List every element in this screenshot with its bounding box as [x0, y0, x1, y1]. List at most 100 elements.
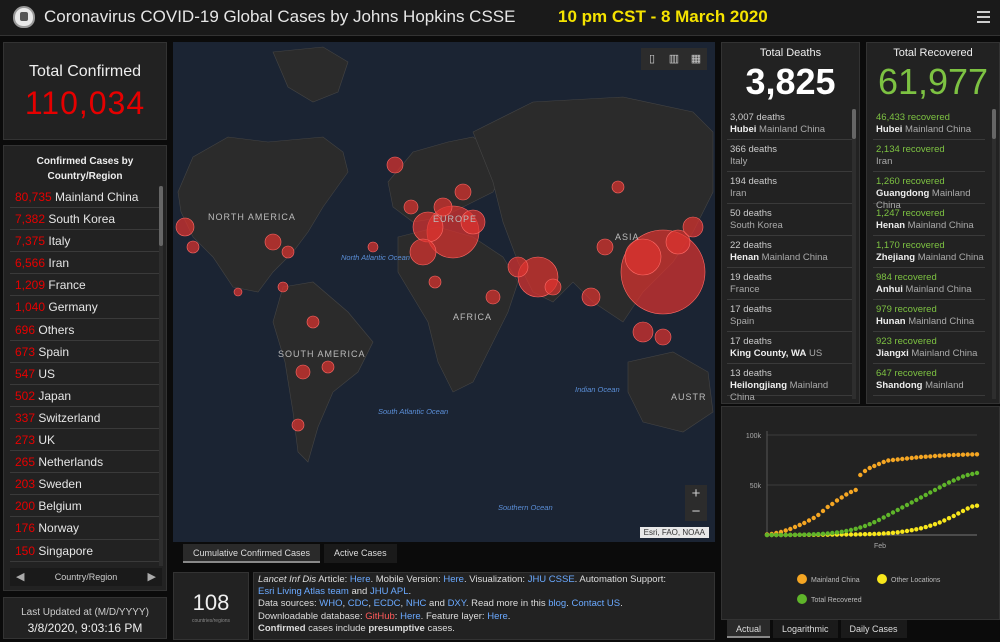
country-list-item[interactable]: 7,375 Italy — [10, 230, 162, 253]
jhu-csse-link[interactable]: JHU CSSE — [527, 574, 575, 585]
dxy-link[interactable]: DXY — [447, 598, 466, 610]
legend-label: Mainland China — [811, 577, 860, 584]
recovered-list-item[interactable]: 923 recovered Jiangxi Mainland China — [873, 332, 985, 364]
deaths-list-scrollbar[interactable] — [852, 109, 856, 399]
recovered-list-item[interactable]: 1,260 recovered Guangdong Mainland China — [873, 172, 985, 211]
tab-daily-cases[interactable]: Daily Cases — [840, 620, 907, 638]
github-link[interactable]: GitHub — [365, 610, 395, 622]
deaths-place-rest: Italy — [730, 156, 748, 167]
feature-layer-link[interactable]: Here — [487, 610, 508, 622]
tab-cumulative-confirmed[interactable]: Cumulative Confirmed Cases — [183, 544, 321, 563]
deaths-place-bold: Hubei — [730, 124, 757, 135]
prev-arrow-icon[interactable]: ◀ — [16, 571, 25, 583]
recovered-count: 1,247 recovered — [876, 208, 945, 219]
country-list-item[interactable]: 203 Sweden — [10, 473, 162, 496]
github-here-link[interactable]: Here — [400, 610, 421, 622]
country-list-item[interactable]: 673 Spain — [10, 341, 162, 363]
chart-point-mainland-china — [816, 512, 821, 518]
country-list-item[interactable]: 6,566 Iran — [10, 252, 162, 275]
countries-count-label: countries/regions — [191, 618, 231, 624]
tab-logarithmic[interactable]: Logarithmic — [773, 620, 838, 638]
country-list-item[interactable]: 1,040 Germany — [10, 296, 162, 319]
layer-list-icon[interactable]: ▥ — [668, 53, 680, 65]
info-panel — [253, 572, 715, 640]
country-list-item[interactable]: 696 Others — [10, 319, 162, 341]
country-list-item[interactable]: 176 Norway — [10, 517, 162, 540]
recovered-list-scrollbar[interactable] — [992, 109, 996, 399]
recovered-list-item[interactable]: 1,170 recovered Zhejiang Mainland China — [873, 236, 985, 268]
deaths-list-item[interactable]: 3,007 deaths Hubei Mainland China — [727, 108, 852, 140]
country-list-item[interactable]: 273 UK — [10, 429, 162, 452]
esri-living-atlas-link[interactable]: Esri Living Atlas team — [258, 586, 349, 598]
chart-point-total-recovered — [890, 510, 896, 515]
blog-link[interactable]: blog — [548, 598, 567, 610]
world-map[interactable]: NORTH AMERICA SOUTH AMERICA EUROPE AFRIC… — [173, 42, 715, 542]
tab-actual[interactable]: Actual — [727, 620, 771, 638]
zoom-in-button[interactable]: + — [691, 485, 701, 502]
who-link[interactable]: WHO — [319, 598, 343, 610]
deaths-list-item[interactable]: 13 deaths Heilongjiang Mainland China — [727, 364, 852, 403]
info-text-fragment: . Feature layer: — [420, 610, 488, 622]
country-list-item[interactable]: 80,735 Mainland China — [10, 186, 162, 209]
deaths-list-item[interactable]: 22 deaths Henan Mainland China — [727, 236, 852, 268]
deaths-list-item[interactable]: 366 deaths Italy — [727, 140, 852, 172]
deaths-place: Heilongjiang Mainland China — [730, 380, 852, 404]
tab-active-cases[interactable]: Active Cases — [324, 544, 397, 563]
country-list-item[interactable]: 200 Belgium — [10, 495, 162, 518]
chart-point-total-recovered — [876, 517, 882, 523]
recovered-count: 979 recovered — [876, 304, 937, 315]
deaths-list-item[interactable]: 194 deaths Iran — [727, 172, 852, 204]
deaths-list-item[interactable]: 50 deaths South Korea — [727, 204, 852, 236]
nhc-link[interactable]: NHC — [405, 598, 427, 610]
ecdc-link[interactable]: ECDC — [373, 598, 401, 610]
hamburger-menu-icon[interactable] — [977, 11, 990, 23]
recovered-list-item[interactable]: 984 recovered Anhui Mainland China — [873, 268, 985, 300]
country-list-item[interactable]: 502 Japan — [10, 385, 162, 407]
country-list-item[interactable]: 547 US — [10, 363, 162, 385]
country-list-item[interactable]: 7,382 South Korea — [10, 208, 162, 231]
country-list-item[interactable]: 1,209 France — [10, 274, 162, 297]
map-attribution[interactable]: Esri, FAO, NOAA — [639, 527, 709, 538]
indian-ocean-label: Indian Ocean — [575, 385, 620, 394]
chart-point-other-locations — [900, 529, 905, 534]
deaths-list-item[interactable]: 19 deaths France — [727, 268, 852, 300]
bookmark-icon[interactable]: ▯ — [648, 53, 656, 65]
country-list-item[interactable]: 337 Switzerland — [10, 407, 162, 430]
zoom-out-button[interactable]: − — [691, 503, 701, 520]
country-list-scrollbar[interactable] — [159, 186, 163, 566]
cdc-link[interactable]: CDC — [347, 598, 369, 610]
jhu-apl-link[interactable]: JHU APL — [369, 586, 409, 598]
deaths-list-item[interactable]: 17 deaths King County, WA US — [727, 332, 852, 364]
info-text-fragment: Data sources: — [258, 598, 320, 610]
chart-point-total-recovered — [872, 520, 877, 525]
scrollbar-thumb[interactable] — [852, 109, 856, 139]
recovered-place-bold: Shandong — [876, 380, 923, 391]
info-text-fragment: and — [348, 586, 370, 598]
recovered-list-item[interactable]: 2,134 recovered Iran — [873, 140, 985, 172]
mobile-version-link[interactable]: Here — [443, 574, 464, 585]
recovered-list-item[interactable]: 1,247 recovered Henan Mainland China — [873, 204, 985, 236]
scrollbar-thumb[interactable] — [159, 186, 163, 246]
recovered-list-item[interactable]: 979 recovered Hunan Mainland China — [873, 300, 985, 332]
chart-point-mainland-china — [802, 520, 807, 526]
contact-us-link[interactable]: Contact US — [571, 598, 621, 610]
lancet-article-link[interactable]: Here — [349, 574, 371, 585]
chart-point-mainland-china — [918, 454, 924, 460]
recovered-list-item[interactable]: 647 recovered Shandong Mainland — [873, 364, 985, 396]
country-list-item[interactable]: 265 Netherlands — [10, 451, 162, 474]
recovered-list-item[interactable]: 46,433 recovered Hubei Mainland China — [873, 108, 985, 140]
basemap-gallery-icon[interactable]: ▦ — [690, 53, 702, 65]
chart-point-total-recovered — [862, 523, 868, 529]
chart-point-total-recovered — [839, 529, 844, 534]
next-arrow-icon[interactable]: ▶ — [147, 571, 156, 583]
country-count: 7,382 — [15, 212, 46, 227]
deaths-list-item[interactable]: 17 deaths Spain — [727, 300, 852, 332]
deaths-count: 17 deaths — [730, 336, 772, 347]
country-list-item[interactable]: 150 Singapore — [10, 540, 162, 562]
deaths-place-bold: Heilongjiang — [730, 380, 787, 391]
chart-point-other-locations — [858, 532, 863, 537]
country-count: 273 — [15, 433, 36, 448]
chart-point-mainland-china — [974, 452, 980, 457]
recovered-place-rest: Mainland China — [902, 284, 972, 295]
scrollbar-thumb[interactable] — [992, 109, 996, 139]
